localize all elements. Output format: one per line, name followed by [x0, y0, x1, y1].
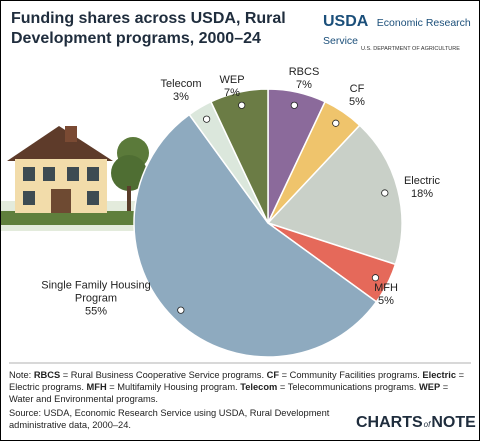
slice-label: CF 5% [349, 83, 365, 109]
windows [23, 167, 99, 205]
note-definition: = Telecommunications programs. [279, 382, 417, 392]
note-term: RBCS [33, 370, 61, 380]
category-label: RBCS [288, 66, 320, 78]
value-label: 18% [410, 188, 434, 200]
note-definition: = Water and Environmental programs. [9, 382, 449, 404]
slice-label: MFH 5% [374, 282, 398, 308]
roof [7, 126, 113, 161]
leader-dot [290, 101, 298, 109]
chart-title: Funding shares across USDA, Rural Develo… [11, 10, 286, 47]
leader-dot [203, 115, 211, 123]
leader-dot [238, 101, 246, 109]
note-term: Telecom [240, 382, 278, 392]
value-label: 5% [378, 295, 394, 307]
note-definition: = Multifamily Housing program. [109, 382, 238, 392]
note-definition: = Rural Business Cooperative Service pro… [62, 370, 265, 380]
note-label: Note: [9, 370, 32, 380]
notes: Note: RBCS = Rural Business Cooperative … [9, 369, 471, 405]
value-label: 7% [224, 87, 240, 99]
logo-agency: Economic Research Service [323, 17, 471, 47]
pie-slice [133, 113, 378, 358]
brand: CHARTSofNOTE [356, 414, 476, 432]
slice-label: Telecom 3% [161, 78, 202, 104]
tree [111, 155, 147, 191]
leader-dot [381, 189, 389, 197]
brand-b: of [423, 420, 431, 429]
note-term: MFH [86, 382, 107, 392]
logo-department: U.S. DEPARTMENT OF AGRICULTURE [361, 46, 460, 52]
value-label: 5% [349, 96, 365, 108]
value-label: 3% [173, 91, 189, 103]
pie-slice [209, 88, 269, 224]
value-label: 55% [84, 305, 108, 318]
chimney [65, 126, 77, 142]
category-label: Single Family Housing Program [41, 279, 151, 305]
category-label: Electric [403, 175, 441, 187]
logo-mark: USDA [323, 13, 369, 30]
pie-slice [266, 124, 403, 266]
leader-dot [371, 274, 380, 282]
slice-label: WEP 7% [219, 74, 244, 100]
brand-a: CHARTS [356, 414, 423, 431]
trunk [127, 186, 131, 211]
note-term: CF [266, 370, 280, 380]
category-label: Telecom [160, 78, 202, 90]
door [51, 189, 71, 213]
category-label: WEP [219, 74, 245, 86]
logo: USDA Economic Research Service U.S. DEPA… [323, 13, 473, 52]
brand-c: NOTE [431, 414, 476, 431]
value-label: 7% [296, 79, 312, 91]
lawn [1, 211, 171, 225]
note-definition: = Electric programs. [9, 370, 465, 392]
leader-dot [332, 119, 340, 127]
note-definition: = Community Facilities programs. [281, 370, 420, 380]
slice-label: Electric 18% [404, 175, 440, 201]
category-label: MFH [374, 282, 398, 294]
leader-dot [177, 306, 185, 314]
slice-label: RBCS 7% [289, 66, 320, 92]
note-term: WEP [418, 382, 441, 392]
category-label: CF [349, 83, 365, 95]
slice-label: Single Family Housing Program 55% [41, 280, 151, 319]
source: Source: USDA, Economic Research Service … [9, 408, 330, 430]
note-term: Electric [422, 370, 457, 380]
